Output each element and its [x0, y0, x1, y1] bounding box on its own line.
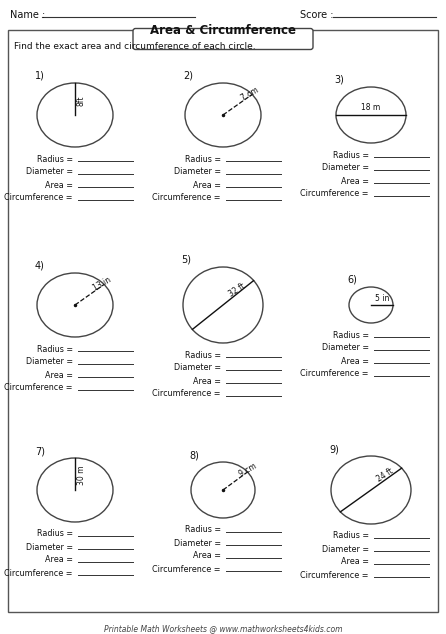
Text: Radius =: Radius = — [185, 155, 221, 164]
Text: Circumference =: Circumference = — [153, 193, 221, 202]
Text: Circumference =: Circumference = — [4, 193, 73, 202]
Text: Circumference =: Circumference = — [301, 571, 369, 579]
Text: Diameter =: Diameter = — [174, 538, 221, 548]
Text: Radius =: Radius = — [37, 155, 73, 164]
Text: Diameter =: Diameter = — [322, 545, 369, 553]
Text: Area =: Area = — [45, 181, 73, 190]
Text: 5): 5) — [181, 255, 191, 265]
Ellipse shape — [183, 267, 263, 343]
Text: Radius =: Radius = — [185, 526, 221, 534]
Text: 1): 1) — [35, 71, 45, 81]
Text: 7 cm: 7 cm — [240, 86, 260, 103]
Text: Area =: Area = — [193, 377, 221, 385]
Text: Area =: Area = — [193, 181, 221, 190]
Text: 24 ft: 24 ft — [375, 467, 395, 484]
Text: Diameter =: Diameter = — [26, 358, 73, 366]
Text: Score :: Score : — [300, 10, 334, 20]
Text: Diameter =: Diameter = — [26, 167, 73, 176]
Text: Circumference =: Circumference = — [4, 569, 73, 578]
Ellipse shape — [185, 83, 261, 147]
Text: Circumference =: Circumference = — [153, 389, 221, 399]
Text: Find the exact area and circumference of each circle.: Find the exact area and circumference of… — [14, 42, 256, 51]
Ellipse shape — [37, 83, 113, 147]
Text: Circumference =: Circumference = — [301, 370, 369, 378]
Text: 2): 2) — [183, 71, 193, 81]
Text: Diameter =: Diameter = — [322, 344, 369, 353]
Text: Area & Circumference: Area & Circumference — [150, 23, 296, 37]
Text: Radius =: Radius = — [333, 150, 369, 160]
Text: Area =: Area = — [45, 370, 73, 380]
Text: 32 ft: 32 ft — [227, 281, 247, 299]
Ellipse shape — [191, 462, 255, 518]
Text: 8ft: 8ft — [77, 95, 86, 106]
Ellipse shape — [331, 456, 411, 524]
Text: 8): 8) — [189, 450, 199, 460]
Text: Radius =: Radius = — [333, 330, 369, 339]
Ellipse shape — [37, 273, 113, 337]
Text: 7): 7) — [35, 446, 45, 456]
Text: Diameter =: Diameter = — [174, 167, 221, 176]
Text: Diameter =: Diameter = — [174, 363, 221, 373]
Text: Circumference =: Circumference = — [301, 190, 369, 198]
Ellipse shape — [349, 287, 393, 323]
Text: Radius =: Radius = — [333, 531, 369, 541]
Text: 3): 3) — [334, 75, 344, 85]
Text: Circumference =: Circumference = — [4, 384, 73, 392]
Text: 30 m: 30 m — [77, 466, 86, 486]
Text: Radius =: Radius = — [37, 344, 73, 354]
Text: 4): 4) — [35, 261, 45, 271]
Text: Radius =: Radius = — [185, 351, 221, 359]
Text: 13 in: 13 in — [91, 275, 113, 293]
FancyBboxPatch shape — [133, 29, 313, 49]
Text: 9): 9) — [329, 444, 339, 454]
Text: Area =: Area = — [341, 176, 369, 186]
Text: 6): 6) — [347, 275, 357, 285]
Text: Circumference =: Circumference = — [153, 564, 221, 574]
Text: Diameter =: Diameter = — [26, 543, 73, 552]
Ellipse shape — [336, 87, 406, 143]
Text: Diameter =: Diameter = — [322, 164, 369, 172]
Ellipse shape — [37, 458, 113, 522]
Text: Area =: Area = — [193, 552, 221, 560]
Text: Radius =: Radius = — [37, 529, 73, 538]
Text: Area =: Area = — [341, 557, 369, 567]
Text: Area =: Area = — [341, 356, 369, 365]
Text: 18 m: 18 m — [361, 103, 380, 112]
Text: 9 cm: 9 cm — [237, 462, 258, 479]
Text: 5 in: 5 in — [375, 294, 389, 303]
Text: Name :: Name : — [10, 10, 45, 20]
Text: Area =: Area = — [45, 555, 73, 564]
Text: Printable Math Worksheets @ www.mathworksheets4kids.com: Printable Math Worksheets @ www.mathwork… — [104, 624, 342, 633]
